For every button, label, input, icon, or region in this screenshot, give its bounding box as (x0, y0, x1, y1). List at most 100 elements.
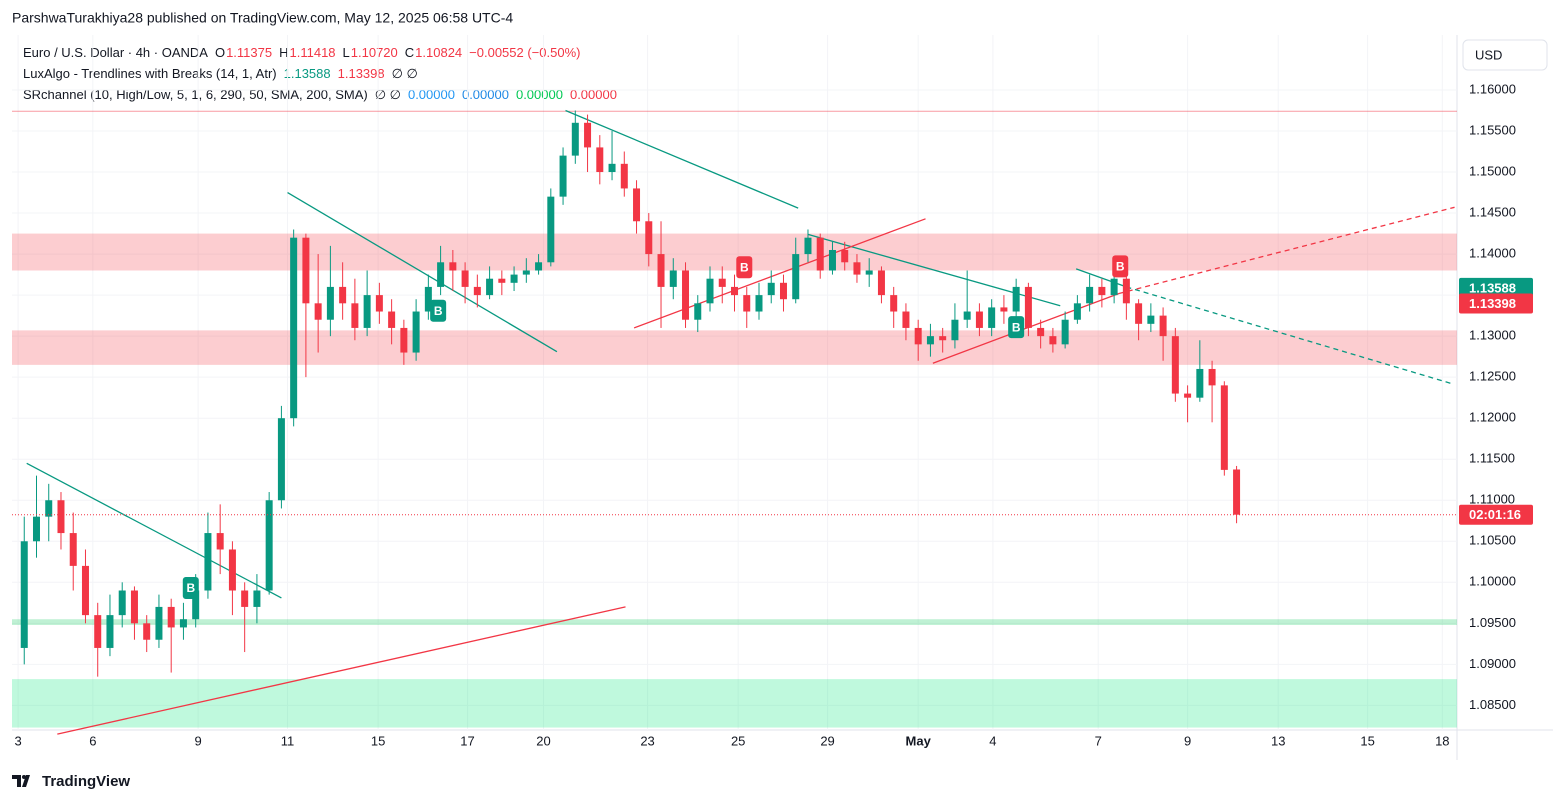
legend-item: 0.00000 (408, 87, 455, 102)
x-tick-label: 11 (281, 733, 295, 748)
candle-body (890, 295, 898, 312)
break-marker-label: B (1012, 320, 1021, 334)
y-tick-label: 1.14000 (1469, 246, 1516, 261)
currency-box[interactable] (1462, 39, 1548, 71)
candle-body (277, 418, 285, 501)
candle-body (1184, 393, 1192, 398)
candle-body (975, 311, 983, 328)
break-marker (182, 577, 199, 600)
x-tick-label: 15 (1360, 733, 1374, 748)
candle-body (106, 615, 114, 648)
candle-body (608, 163, 616, 173)
candle-body (473, 286, 481, 296)
x-tick-label: 9 (195, 733, 202, 748)
price-label-bg (1459, 277, 1533, 298)
candle-body (682, 270, 690, 320)
legend-item: O (215, 45, 225, 60)
candle-body (816, 237, 824, 271)
legend-item: ∅ ∅ (392, 66, 418, 81)
candle-body (20, 541, 28, 648)
y-tick-label: 1.08500 (1469, 697, 1516, 712)
trendline (57, 606, 626, 735)
candle-body (914, 327, 922, 345)
legend-item: 0.00000 (516, 87, 563, 102)
price-label: 02:01:16 (1469, 507, 1521, 522)
candle-body (94, 615, 102, 648)
x-tick-label: 7 (1095, 733, 1102, 748)
legend-item: ∅ ∅ (375, 87, 401, 102)
candle-body (498, 278, 506, 283)
legend-line: SRchannel (10, High/Low, 5, 1, 6, 290, 5… (23, 87, 617, 102)
candle-body (143, 623, 151, 640)
candle-body (853, 262, 861, 275)
candle-body (265, 500, 273, 591)
candle-body (657, 254, 665, 287)
x-tick-label: 15 (371, 733, 385, 748)
break-marker (430, 299, 447, 322)
trendline (1075, 268, 1127, 288)
price-label-bg (1459, 293, 1533, 314)
candle-body (939, 336, 947, 341)
candle-body (804, 237, 812, 255)
candle-body (620, 163, 628, 189)
y-tick-label: 1.16000 (1469, 81, 1516, 96)
y-tick-label: 1.10500 (1469, 533, 1516, 548)
break-marker-label: B (186, 581, 195, 595)
sr-zone (12, 619, 1457, 625)
legend-item: 1.11418 (290, 45, 336, 60)
logo-dot (22, 775, 26, 779)
candle-body (45, 500, 53, 517)
y-tick-label: 1.11500 (1469, 451, 1515, 466)
candle-body (1233, 469, 1241, 515)
legend-item: LuxAlgo - Trendlines with Breaks (14, 1,… (23, 66, 277, 81)
candle-body (241, 590, 249, 607)
candle-body (69, 533, 77, 566)
trendline (1118, 206, 1455, 295)
x-tick-label: 9 (1184, 733, 1191, 748)
candle-body (1122, 278, 1130, 304)
candle-body (1208, 368, 1216, 386)
candle-body (437, 262, 445, 287)
candle-body (204, 533, 212, 591)
candle-body (535, 262, 543, 271)
candle-body (767, 282, 775, 296)
candle-body (192, 590, 200, 620)
candle-body (1110, 278, 1118, 296)
candle-body (1049, 336, 1057, 345)
candle-body (877, 270, 885, 296)
trendline (565, 109, 799, 209)
sr-zone (12, 679, 1457, 728)
x-tick-label: May (906, 733, 932, 748)
candle-body (645, 221, 653, 255)
legend-item: 0.00000 (462, 87, 509, 102)
candle-body (584, 122, 592, 148)
price-label: 1.13398 (1469, 296, 1516, 311)
legend-item: C (405, 45, 414, 60)
candle-body (388, 311, 396, 328)
legend-item: SRchannel (10, High/Low, 5, 1, 6, 290, 5… (23, 87, 368, 102)
trendline (932, 292, 1120, 364)
y-tick-label: 1.12500 (1469, 369, 1516, 384)
y-tick-label: 1.10000 (1469, 574, 1516, 589)
y-tick-label: 1.12000 (1469, 410, 1516, 425)
candle-body (828, 249, 836, 271)
break-marker-label: B (1116, 260, 1125, 274)
x-tick-label: 20 (536, 733, 550, 748)
y-tick-label: 1.15500 (1469, 122, 1516, 137)
legend-item: 1.13398 (338, 66, 385, 81)
x-tick-label: 23 (640, 733, 654, 748)
candle-body (326, 286, 334, 320)
candle-body (461, 270, 469, 287)
brand-logo (12, 775, 30, 787)
x-tick-label: 29 (820, 733, 834, 748)
candle-body (57, 500, 65, 534)
candle-body (963, 311, 971, 320)
candle-body (571, 122, 579, 156)
candle-body (633, 188, 641, 222)
candle-body (1159, 315, 1167, 337)
candle-body (424, 286, 432, 312)
y-tick-label: 1.09000 (1469, 656, 1516, 671)
candle-body (363, 295, 371, 328)
x-tick-label: 4 (989, 733, 996, 748)
